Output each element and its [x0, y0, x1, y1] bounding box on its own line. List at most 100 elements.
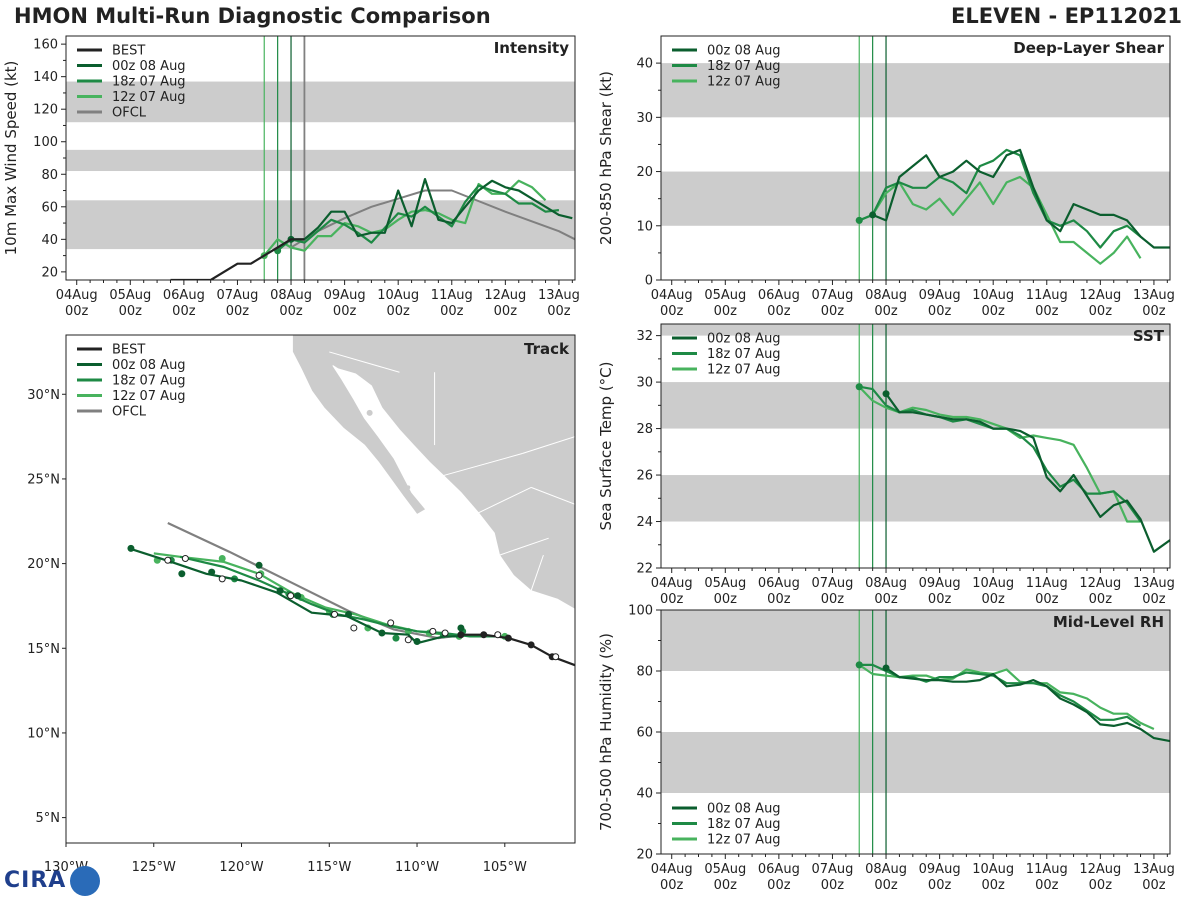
x-tick-sublabel: 00z: [660, 878, 684, 893]
series-18z-07-aug: [858, 148, 1142, 249]
band-1: [661, 63, 1170, 118]
track-best: [460, 633, 575, 667]
x-tick-sublabel: 00z: [982, 878, 1006, 893]
x-tick-label: 09Aug: [324, 288, 366, 303]
series-group: [855, 661, 1170, 743]
x-tick-sublabel: 00z: [660, 304, 684, 319]
x-tick-label: 06Aug: [758, 862, 800, 877]
y-tick-label: 80: [636, 665, 653, 680]
x-tick-label: 07Aug: [811, 576, 853, 591]
panel-title: Deep-Layer Shear: [1013, 39, 1164, 57]
x-tick-label: 08Aug: [865, 288, 907, 303]
x-tick-sublabel: 00z: [1142, 304, 1166, 319]
x-tick-sublabel: 00z: [660, 592, 684, 607]
state-border: [499, 537, 549, 556]
legend-label: 00z 08 Aug: [112, 59, 186, 74]
series-00z-08-aug: [885, 667, 1170, 743]
y-tick-label: 100: [33, 135, 58, 150]
x-tick-sublabel: 00z: [333, 304, 357, 319]
x-tick-sublabel: 00z: [547, 304, 571, 319]
x-tick-label: 13Aug: [1133, 862, 1175, 877]
track-ofcl: [167, 522, 467, 640]
state-border: [530, 486, 575, 505]
track-point: [208, 568, 216, 576]
x-tick-sublabel: 00z: [821, 304, 845, 319]
panel-title: Track: [524, 340, 570, 358]
legend-label: 12z 07 Aug: [112, 90, 186, 105]
legend-label: BEST: [112, 343, 145, 358]
best-track-point: [457, 631, 465, 639]
x-tick-label: 11Aug: [431, 288, 473, 303]
x-tick-sublabel: 00z: [65, 304, 89, 319]
legend-label: OFCL: [112, 405, 147, 420]
lon-tick-label: 115°W: [307, 860, 351, 875]
best-track-point: [504, 634, 512, 642]
series-group: [855, 148, 1170, 265]
legend-label: 18z 07 Aug: [112, 374, 186, 389]
init-point: [869, 211, 877, 219]
x-tick-sublabel: 00z: [767, 304, 791, 319]
panel-frame: [660, 323, 1171, 569]
series-18z-07-aug: [276, 184, 560, 252]
series-group: [855, 383, 1170, 553]
init-point: [855, 661, 863, 669]
series-18z-07-aug: [859, 663, 1142, 727]
legend-label: BEST: [112, 44, 145, 59]
x-tick-label: 07Aug: [811, 288, 853, 303]
x-tick-label: 13Aug: [1133, 576, 1175, 591]
state-border: [329, 351, 400, 373]
track-point: [378, 629, 386, 637]
y-tick-label: 60: [636, 726, 653, 741]
x-tick-sublabel: 00z: [982, 592, 1006, 607]
x-tick-label: 11Aug: [1026, 576, 1068, 591]
series-12z-07-aug: [858, 175, 1142, 265]
x-tick-label: 09Aug: [919, 576, 961, 591]
x-tick-label: 05Aug: [704, 576, 746, 591]
x-tick-label: 10Aug: [972, 576, 1014, 591]
x-tick-sublabel: 00z: [387, 304, 411, 319]
best-track-point: [527, 641, 535, 649]
lon-tick-label: 125°W: [132, 860, 176, 875]
lon-tick-label: 110°W: [395, 860, 439, 875]
band-1: [661, 610, 1170, 671]
x-tick-sublabel: 00z: [928, 304, 952, 319]
legend-label: 12z 07 Aug: [707, 833, 781, 848]
x-tick-sublabel: 00z: [874, 592, 898, 607]
state-border: [443, 453, 523, 477]
y-tick-label: 120: [33, 103, 58, 118]
legend-label: 00z 08 Aug: [112, 358, 186, 373]
panel-intensity: 2040608010012014016004Aug00z05Aug00z06Au…: [2, 35, 580, 319]
legend-label: 12z 07 Aug: [112, 389, 186, 404]
y-tick-label: 140: [33, 70, 58, 85]
map-frame: [65, 334, 576, 844]
track-point: [294, 592, 302, 600]
x-tick-sublabel: 00z: [821, 592, 845, 607]
legend-label: 12z 07 Aug: [707, 363, 781, 378]
panel-shear: 01020304004Aug00z05Aug00z06Aug00z07Aug00…: [597, 35, 1175, 319]
y-tick-label: 0: [645, 274, 653, 289]
x-tick-label: 08Aug: [865, 862, 907, 877]
y-tick-label: 100: [628, 604, 653, 619]
y-tick-label: 40: [636, 787, 653, 802]
x-tick-sublabel: 00z: [440, 304, 464, 319]
open-marker: [494, 631, 502, 639]
x-tick-sublabel: 00z: [1089, 878, 1113, 893]
y-tick-label: 30: [636, 111, 653, 126]
y-axis-label: Sea Surface Temp (°C): [597, 361, 615, 530]
x-tick-sublabel: 00z: [1142, 592, 1166, 607]
globe-icon: [70, 866, 101, 896]
series-group: [170, 178, 575, 280]
track-18z-07-aug: [179, 555, 496, 638]
init-point: [855, 383, 863, 391]
x-tick-sublabel: 00z: [1035, 878, 1059, 893]
open-marker: [404, 636, 412, 644]
y-tick-label: 26: [636, 469, 653, 484]
x-tick-label: 05Aug: [109, 288, 151, 303]
y-axis-label: 200-850 hPa Shear (kt): [597, 71, 615, 245]
panel-frame: [660, 35, 1171, 281]
lat-tick-label: 25°N: [27, 472, 60, 487]
x-tick-label: 05Aug: [704, 288, 746, 303]
y-tick-label: 30: [636, 376, 653, 391]
lat-tick-label: 20°N: [27, 557, 60, 572]
x-tick-sublabel: 00z: [1089, 592, 1113, 607]
